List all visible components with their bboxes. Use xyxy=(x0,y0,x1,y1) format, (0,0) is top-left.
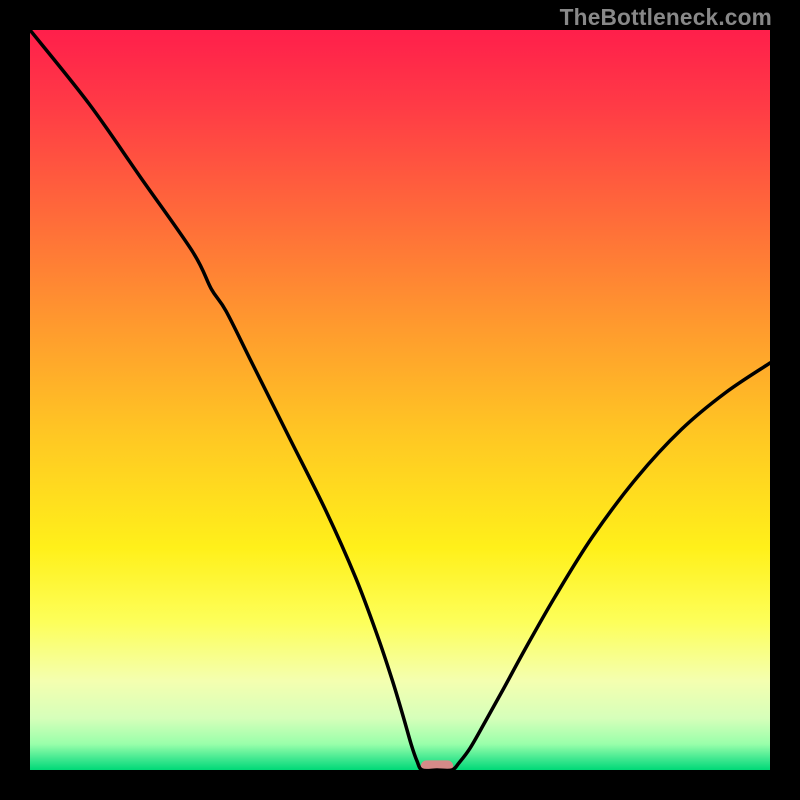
plot-area xyxy=(30,30,770,770)
gradient-background xyxy=(30,30,770,770)
chart-frame: TheBottleneck.com xyxy=(0,0,800,800)
watermark-label: TheBottleneck.com xyxy=(560,4,772,31)
chart-svg xyxy=(30,30,770,770)
